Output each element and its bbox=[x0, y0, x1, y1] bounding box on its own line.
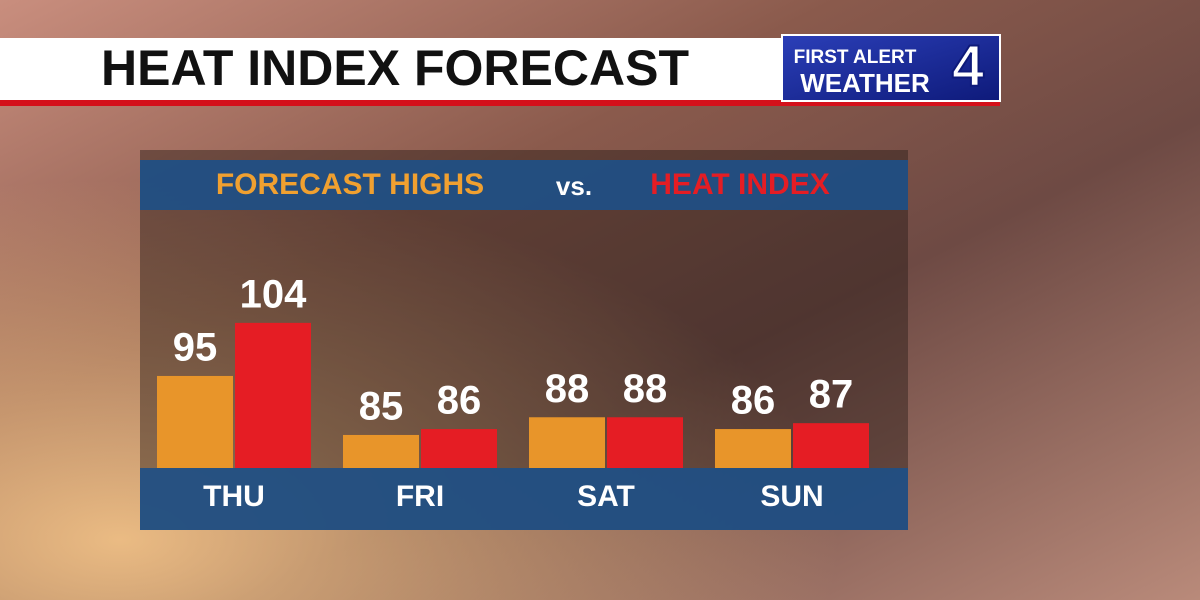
header-underline bbox=[0, 100, 1000, 106]
bar bbox=[529, 417, 605, 468]
category-band bbox=[140, 468, 908, 530]
x-tick-label: FRI bbox=[396, 480, 444, 513]
data-label: 86 bbox=[437, 379, 482, 423]
data-label: 85 bbox=[359, 385, 404, 429]
data-label: 88 bbox=[545, 367, 590, 411]
x-tick-label: THU bbox=[203, 480, 265, 513]
header-bar bbox=[0, 38, 782, 101]
header-title: HEAT INDEX FORECAST bbox=[101, 40, 689, 96]
logo-line2: WEATHER bbox=[800, 68, 930, 98]
logo-line1: FIRST ALERT bbox=[794, 47, 917, 68]
legend-band bbox=[140, 160, 908, 210]
data-label: 104 bbox=[240, 272, 307, 316]
legend-entry: HEAT INDEX bbox=[650, 168, 829, 201]
legend-connector: vs. bbox=[556, 171, 592, 201]
x-tick-label: SAT bbox=[577, 480, 635, 513]
bar bbox=[343, 434, 419, 468]
logo-number: 4 bbox=[952, 33, 984, 98]
bar bbox=[157, 375, 233, 468]
logo-box bbox=[781, 34, 1001, 102]
data-label: 86 bbox=[731, 379, 776, 423]
bar bbox=[235, 322, 311, 468]
data-label: 87 bbox=[809, 373, 854, 417]
x-tick-label: SUN bbox=[760, 480, 823, 513]
legend-entry: FORECAST HIGHS bbox=[216, 168, 484, 201]
data-label: 88 bbox=[623, 367, 668, 411]
data-label: 95 bbox=[173, 326, 218, 370]
bar bbox=[607, 417, 683, 468]
bar bbox=[715, 429, 791, 468]
bar bbox=[793, 423, 869, 468]
bar bbox=[421, 429, 497, 468]
